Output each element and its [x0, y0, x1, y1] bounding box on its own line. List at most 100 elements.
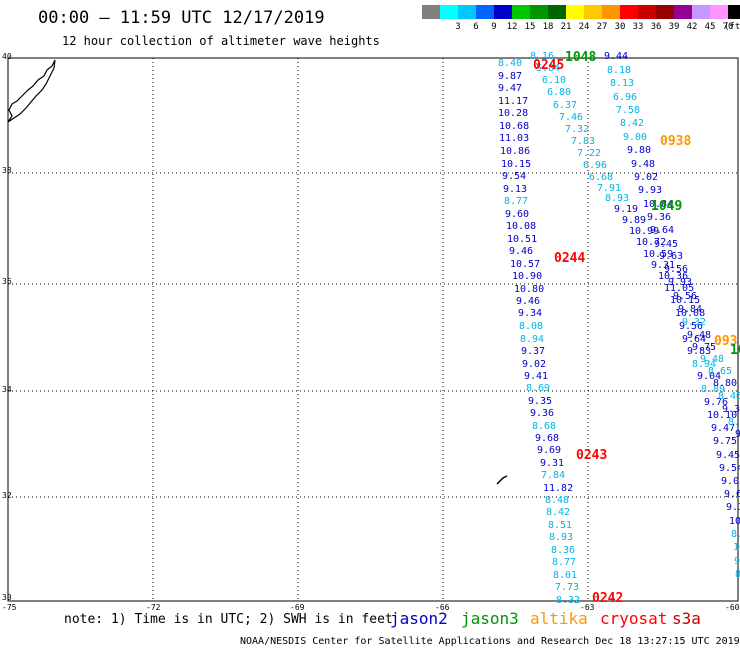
wave-height-value: 7.73 [555, 582, 580, 593]
footer-credit: NOAA/NESDIS Center for Satellite Applica… [240, 636, 740, 647]
wave-height-value: 9.64 [650, 225, 675, 236]
color-scale-swatch [566, 5, 584, 19]
wave-height-value: 8.01 [553, 570, 578, 581]
wave-height-value: 8.94 [520, 334, 545, 345]
color-scale-label: 24 [578, 22, 590, 32]
color-scale-swatch [728, 5, 740, 19]
lat-label-32: 32 [2, 491, 12, 500]
map-subtitle: 12 hour collection of altimeter wave hei… [62, 34, 380, 48]
wave-height-value: 9.39 [726, 502, 740, 513]
lon-label-72: -72 [146, 603, 161, 612]
lon-label-75: -75 [2, 603, 17, 612]
wave-height-value: 9.05 [721, 476, 740, 487]
wave-height-value: 9.93 [638, 185, 663, 196]
legend-s3a: s3a [672, 609, 701, 628]
wave-height-value: 10.08 [675, 308, 706, 319]
wave-height-value: 11.17 [498, 96, 529, 107]
wave-height-value: 6.96 [583, 160, 608, 171]
wave-height-value: 9.68 [535, 433, 560, 444]
color-scale-label: 21 [560, 22, 572, 32]
color-scale-swatch [710, 5, 728, 19]
wave-height-value: 9.32 [682, 317, 707, 328]
wave-height-value: 9.56 [679, 321, 704, 332]
wave-height-value: 8.40 [498, 58, 523, 69]
wave-height-value: 7.91 [597, 183, 622, 194]
color-scale-label: 39 [668, 22, 680, 32]
wave-height-value: 9.37 [521, 346, 546, 357]
timestamp-label: 0938 [660, 134, 692, 149]
wave-height-value: 9.54 [502, 171, 527, 182]
wave-height-value: 9.02 [634, 172, 659, 183]
wave-height-value: 9.93 [668, 277, 693, 288]
color-scale-label: 18 [542, 22, 554, 32]
color-scale-label: 33 [632, 22, 644, 32]
color-scale-swatch [494, 5, 512, 19]
wave-height-value: 9.44 [604, 51, 629, 62]
wave-height-value: 6.96 [613, 92, 638, 103]
wave-height-value: 9.84 [678, 304, 703, 315]
wave-height-value: 9.89 [622, 215, 647, 226]
wave-height-value: 10.57 [510, 259, 541, 270]
wave-height-value: 6.68 [589, 172, 614, 183]
wave-height-value: 9.48 [700, 354, 725, 365]
timestamp-label: 093 [714, 334, 738, 349]
wave-height-value: 9.60 [505, 209, 530, 220]
wave-height-value: 9.64 [682, 334, 707, 345]
legend-cryosat: cryosat [600, 609, 668, 628]
wave-height-value: 8.08 [519, 321, 544, 332]
wave-height-value: 10.72 [636, 237, 667, 248]
timestamp-label: 0242 [592, 591, 624, 606]
color-scale-swatch [656, 5, 674, 19]
wave-height-value: 10.51 [507, 234, 538, 245]
map-title: 00:00 – 11:59 UTC 12/17/2019 [38, 8, 325, 28]
wave-height-value: 8.32 [556, 595, 581, 606]
wave-height-value: 10.10 [707, 410, 738, 421]
wave-height-value: 10.99 [629, 226, 660, 237]
color-scale-swatch [584, 5, 602, 19]
wave-height-value: 9.3 [722, 404, 740, 415]
wave-height-value: 8.65 [708, 366, 733, 377]
color-scale-label: 9 [491, 22, 497, 32]
wave-height-value: 8.42 [620, 118, 645, 129]
wave-height-value: 7.32 [565, 124, 590, 135]
wave-height-value: 9.45 [654, 239, 679, 250]
color-scale-swatch [692, 5, 710, 19]
timestamp-label: 0243 [576, 448, 608, 463]
color-scale-swatch [638, 5, 656, 19]
color-scale-swatch [674, 5, 692, 19]
wave-height-value: 10.86 [500, 146, 531, 157]
lon-label-60: -60 [725, 603, 740, 612]
wave-height-value: 9.19 [614, 204, 639, 215]
wave-height-value: 9. [734, 556, 740, 567]
wave-height-value: 10.08 [506, 221, 537, 232]
wave-height-value: 7.83 [571, 136, 596, 147]
wave-height-value: 10.80 [514, 284, 545, 295]
wave-height-value: 10.36 [658, 271, 689, 282]
wave-height-value: 8.89 [701, 384, 726, 395]
color-scale-swatch [548, 5, 566, 19]
wave-height-value: 9.36 [647, 212, 672, 223]
color-scale-label: 27 [596, 22, 608, 32]
wave-height-value: 8.80 [713, 378, 738, 389]
wave-height-value: 9.83 [687, 346, 712, 357]
wave-height-value: 10.15 [670, 295, 701, 306]
wave-height-value: 8.93 [605, 193, 630, 204]
wave-height-value: 11.05 [664, 283, 695, 294]
wave-height-value: 9 [735, 429, 740, 440]
wave-height-value: 10.59 [643, 249, 674, 260]
wave-height-value: 8.77 [504, 196, 529, 207]
wave-height-value: 7.84 [541, 470, 566, 481]
wave-height-value: 9.36 [530, 408, 555, 419]
wave-height-value: 11.03 [499, 133, 530, 144]
wave-height-value: 9.41 [524, 371, 549, 382]
wave-height-value: 9.48 [687, 330, 712, 341]
color-scale-swatch [458, 5, 476, 19]
wave-height-value: 10.4 [733, 542, 740, 553]
wave-height-value: 8.16 [530, 51, 555, 62]
color-scale-label: 15 [524, 22, 536, 32]
wave-height-value: 10.28 [498, 108, 529, 119]
lon-label-66: -66 [435, 603, 450, 612]
color-scale-swatch [512, 5, 530, 19]
lon-label-63: -63 [580, 603, 595, 612]
